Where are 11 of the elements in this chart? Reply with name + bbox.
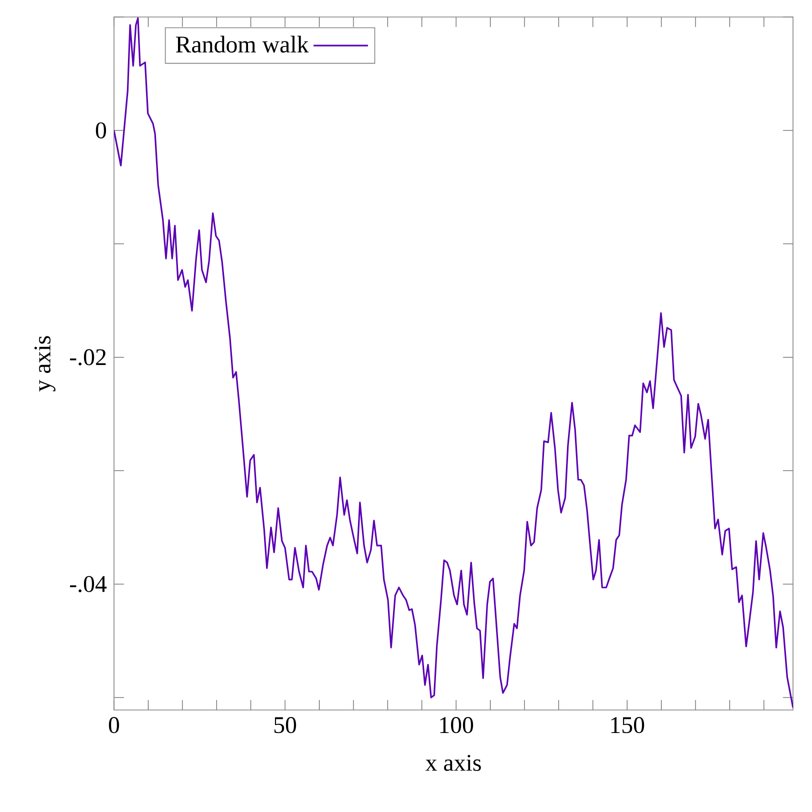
y-axis-title: y axis: [34, 336, 56, 392]
y-tick-label: -.02: [70, 349, 106, 366]
x-axis-title: x axis: [425, 754, 481, 771]
y-tick-label: -.04: [70, 576, 107, 592]
y-tick-label: 0: [96, 122, 106, 138]
line-series: [114, 17, 794, 709]
x-tick-label: 150: [611, 717, 644, 734]
legend-label: Random walk: [176, 36, 309, 53]
x-tick-label: 100: [440, 717, 474, 734]
x-tick-label: 50: [274, 717, 296, 734]
x-tick-label: 0: [108, 717, 120, 734]
